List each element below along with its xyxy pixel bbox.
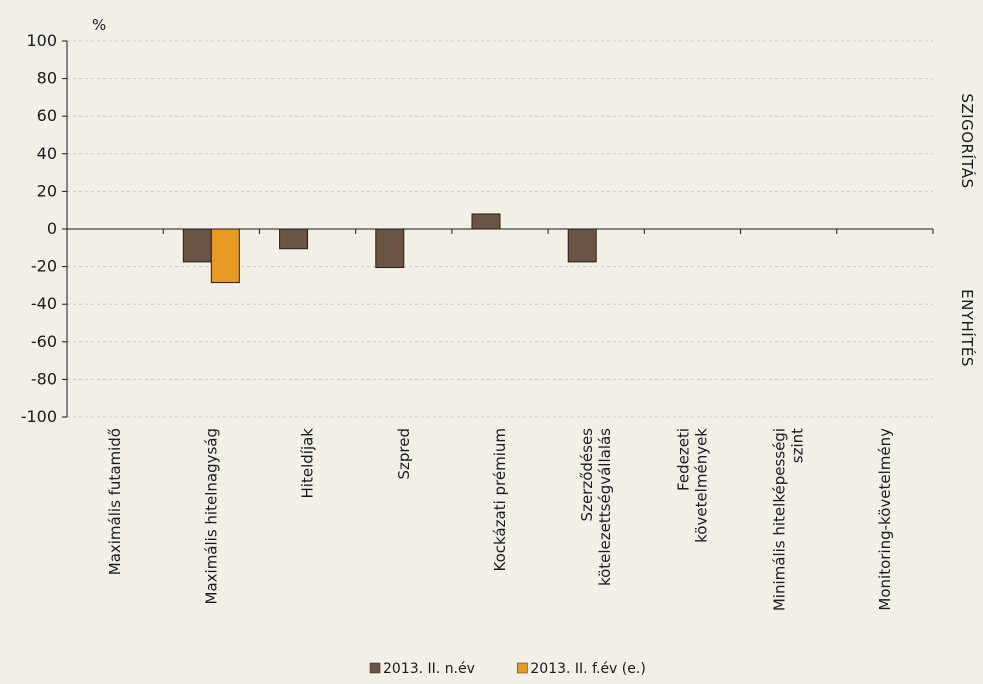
category-label: Fedezetikövetelmények [674,428,710,543]
bar [182,228,212,263]
category-label-line: Minimális hitelképességi [771,428,789,611]
category-label: Szerződéseskötelezettségvállalás [578,428,614,586]
y-tick-label: 80 [37,69,57,88]
category-label-line: Kockázati prémium [491,428,509,572]
category-label: Minimális hitelképességiszint [771,428,807,611]
category-label: Hiteldíjak [299,428,317,499]
category-label-line: szint [789,428,807,463]
category-label-line: Maximális futamidő [106,428,124,575]
category-label-line: Fedezeti [674,428,692,491]
y-tick-label: 40 [37,144,57,163]
bar [279,228,309,250]
legend-swatch [369,662,381,674]
lower-region-label: ENYHÍTÉS [958,289,977,367]
category-label: Monitoring-követelmény [876,428,894,611]
y-tick-label: 20 [37,181,57,200]
y-tick-label: -100 [21,407,57,426]
legend-label: 2013. II. n.év [383,661,475,677]
category-label-line: Szerződéses [578,428,596,522]
y-tick-label: -40 [31,294,57,313]
y-tick-label: 0 [47,219,57,238]
bar [567,228,597,263]
bar [375,228,405,269]
category-label: Szpred [395,428,413,480]
category-label-line: Monitoring-követelmény [876,428,894,611]
category-label: Maximális futamidő [106,428,124,575]
category-label-line: követelmények [692,428,710,543]
y-tick-label: -60 [31,332,57,351]
category-label-line: Hiteldíjak [299,428,317,499]
category-label-line: kötelezettségvállalás [596,428,614,586]
legend-swatch [517,662,528,674]
category-label-line: Szpred [395,428,413,480]
category-label: Kockázati prémium [491,428,509,572]
bar [210,228,240,284]
y-tick-label: -20 [31,257,57,276]
category-label-line: Maximális hitelnagyság [202,428,220,604]
upper-region-label: SZIGORÍTÁS [958,93,977,188]
category-label: Maximális hitelnagyság [202,428,220,604]
bar [471,213,501,230]
y-tick-label: -80 [31,369,57,388]
y-unit-label: % [92,16,106,34]
y-tick-label: 60 [37,106,57,125]
legend-label: 2013. II. f.év (e.) [530,661,645,677]
y-tick-label: 100 [26,31,57,50]
